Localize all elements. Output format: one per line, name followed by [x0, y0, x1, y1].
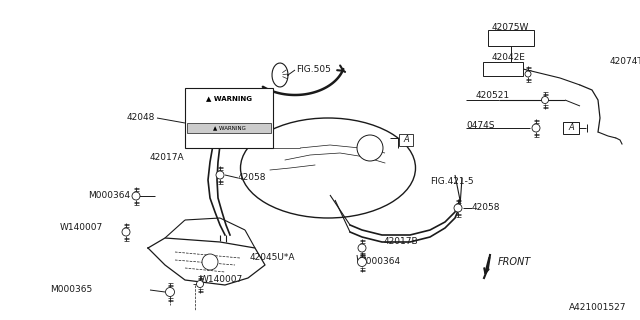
Text: 42075W: 42075W: [492, 23, 529, 33]
Text: 42045U*A: 42045U*A: [250, 253, 296, 262]
Text: 42017A: 42017A: [150, 154, 184, 163]
Bar: [563, 122, 579, 134]
Text: A: A: [403, 135, 409, 145]
Circle shape: [454, 204, 462, 212]
Bar: [399, 134, 413, 146]
Circle shape: [166, 287, 175, 297]
Bar: [483, 62, 523, 76]
Text: M000365: M000365: [50, 285, 92, 294]
Circle shape: [132, 192, 140, 200]
Text: ▲ WARNING: ▲ WARNING: [206, 95, 252, 101]
Circle shape: [541, 97, 548, 103]
Text: M000364: M000364: [88, 191, 130, 201]
Circle shape: [202, 254, 218, 270]
Bar: [187, 123, 271, 133]
Text: 420521: 420521: [476, 92, 510, 100]
Text: A: A: [568, 124, 574, 132]
Text: 42058: 42058: [472, 204, 500, 212]
Text: FRONT: FRONT: [498, 257, 531, 267]
Text: W140007: W140007: [200, 276, 243, 284]
Text: ▲ WARNING: ▲ WARNING: [212, 125, 245, 131]
Polygon shape: [148, 238, 265, 285]
Text: 42042E: 42042E: [492, 53, 526, 62]
Circle shape: [358, 258, 367, 267]
Circle shape: [525, 71, 531, 77]
Circle shape: [122, 228, 130, 236]
Text: A421001527: A421001527: [568, 303, 626, 313]
Text: W140007: W140007: [60, 223, 103, 233]
Text: 42058: 42058: [238, 173, 266, 182]
Text: FIG.505: FIG.505: [296, 66, 331, 75]
Text: 42074T: 42074T: [610, 58, 640, 67]
Bar: [185, 88, 273, 148]
Bar: [488, 30, 534, 46]
Text: 0474S: 0474S: [466, 122, 495, 131]
Text: 42017B: 42017B: [384, 237, 419, 246]
Text: M000364: M000364: [358, 258, 400, 267]
Text: A: A: [402, 135, 408, 145]
Text: FIG.421-5: FIG.421-5: [430, 178, 474, 187]
Circle shape: [358, 244, 366, 252]
Circle shape: [216, 171, 224, 179]
Ellipse shape: [241, 118, 415, 218]
Circle shape: [196, 281, 204, 287]
Circle shape: [532, 124, 540, 132]
Text: 42048: 42048: [127, 114, 155, 123]
Circle shape: [357, 135, 383, 161]
